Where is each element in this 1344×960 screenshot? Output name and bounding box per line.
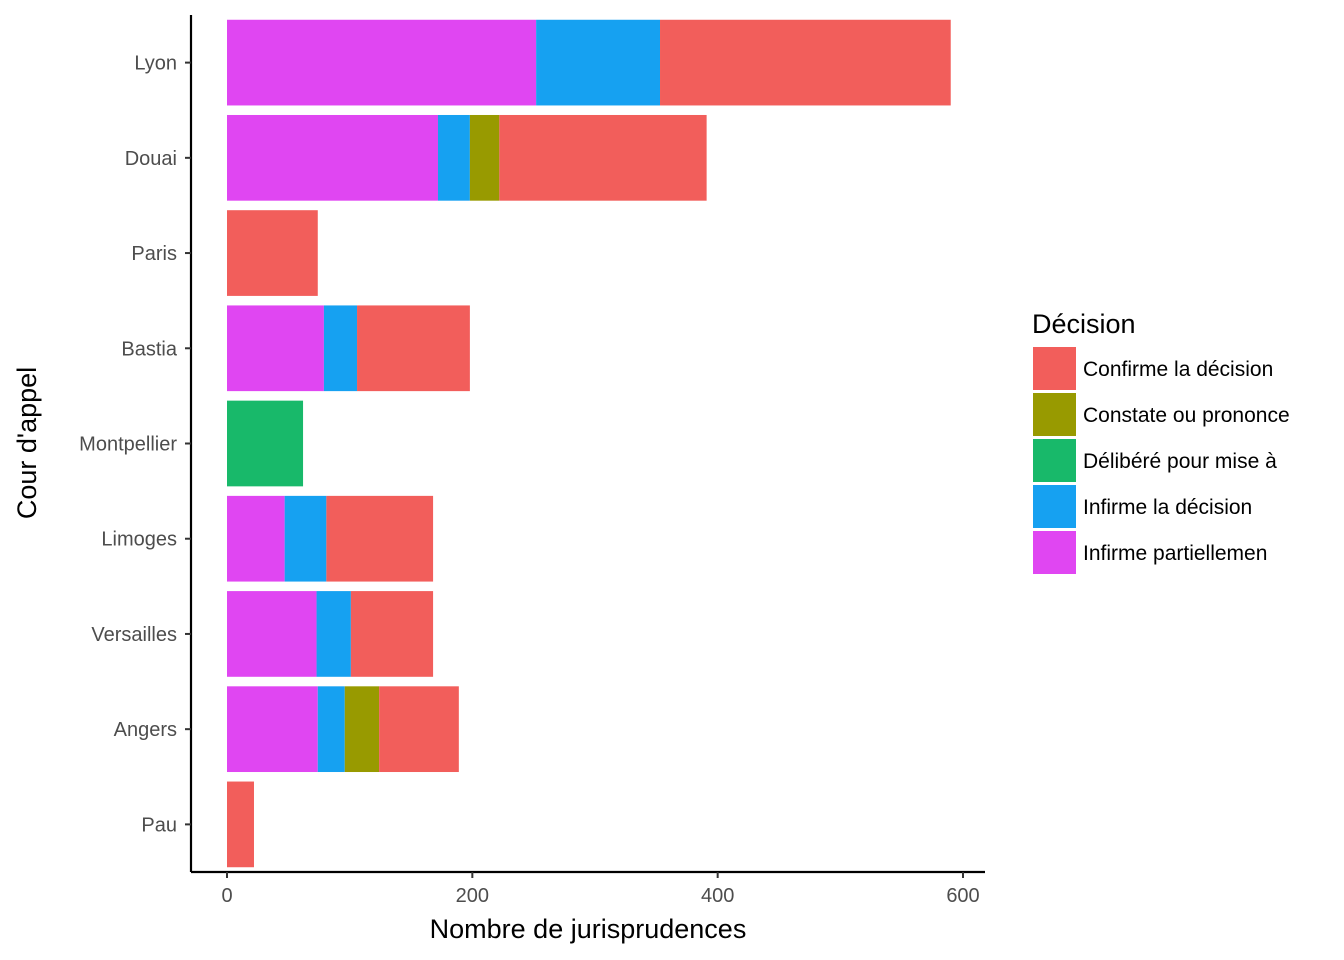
- bar-paris-confirme-la-decision: [227, 210, 318, 296]
- y-tick-label-versailles: Versailles: [91, 624, 177, 646]
- legend-key-infirme-la-decision: [1033, 485, 1076, 528]
- bar-angers-infirme-la-decision: [318, 686, 345, 772]
- legend-title: Décision: [1032, 309, 1136, 339]
- y-tick-label-montpellier: Montpellier: [79, 434, 177, 456]
- bar-versailles-infirme-la-decision: [317, 591, 351, 677]
- x-tick-label-0: 0: [221, 885, 232, 907]
- bar-angers-constate-ou-prononce: [345, 686, 379, 772]
- bar-lyon-confirme-la-decision: [660, 20, 951, 106]
- bar-montpellier-delibere-pour-mise-a: [227, 401, 303, 487]
- x-tick-label-200: 200: [456, 885, 489, 907]
- legend-label-infirme-partiellemen: Infirme partiellemen: [1083, 542, 1267, 565]
- y-axis-title: Cour d'appel: [12, 367, 42, 519]
- legend-key-constate-ou-prononce: [1033, 393, 1076, 436]
- bar-bastia-confirme-la-decision: [357, 305, 470, 391]
- bars-layer: [227, 20, 951, 867]
- legend-key-infirme-partiellemen: [1033, 531, 1076, 574]
- bar-limoges-infirme-partiellemen: [227, 496, 285, 582]
- bar-angers-confirme-la-decision: [379, 686, 459, 772]
- y-tick-label-limoges: Limoges: [101, 529, 177, 551]
- bar-douai-infirme-la-decision: [438, 115, 470, 201]
- x-tick-label-600: 600: [946, 885, 979, 907]
- bar-lyon-infirme-partiellemen: [227, 20, 536, 106]
- bar-bastia-infirme-partiellemen: [227, 305, 324, 391]
- y-tick-label-angers: Angers: [114, 719, 177, 741]
- bar-limoges-confirme-la-decision: [326, 496, 433, 582]
- legend-label-delibere-pour-mise-a: Délibéré pour mise à: [1083, 450, 1277, 473]
- x-axis-title: Nombre de jurisprudences: [430, 914, 747, 944]
- y-tick-label-pau: Pau: [141, 814, 177, 836]
- bar-douai-confirme-la-decision: [499, 115, 706, 201]
- legend-key-delibere-pour-mise-a: [1033, 439, 1076, 482]
- legend-label-constate-ou-prononce: Constate ou prononce: [1083, 404, 1290, 427]
- x-tick-label-400: 400: [701, 885, 734, 907]
- legend-label-confirme-la-decision: Confirme la décision: [1083, 358, 1273, 381]
- legend-label-infirme-la-decision: Infirme la décision: [1083, 496, 1252, 519]
- bar-versailles-infirme-partiellemen: [227, 591, 317, 677]
- legend: Décision Confirme la décision Constate ou…: [1032, 309, 1290, 574]
- bar-pau-confirme-la-decision: [227, 782, 254, 868]
- bar-douai-constate-ou-prononce: [470, 115, 499, 201]
- y-tick-label-lyon: Lyon: [134, 53, 177, 75]
- y-tick-label-paris: Paris: [131, 243, 177, 265]
- bar-limoges-infirme-la-decision: [285, 496, 327, 582]
- legend-key-confirme-la-decision: [1033, 347, 1076, 390]
- bar-douai-infirme-partiellemen: [227, 115, 438, 201]
- bar-lyon-infirme-la-decision: [536, 20, 660, 106]
- y-tick-label-douai: Douai: [125, 148, 177, 170]
- bar-bastia-infirme-la-decision: [324, 305, 357, 391]
- bar-angers-infirme-partiellemen: [227, 686, 318, 772]
- bar-versailles-confirme-la-decision: [351, 591, 433, 677]
- y-tick-label-bastia: Bastia: [121, 338, 177, 360]
